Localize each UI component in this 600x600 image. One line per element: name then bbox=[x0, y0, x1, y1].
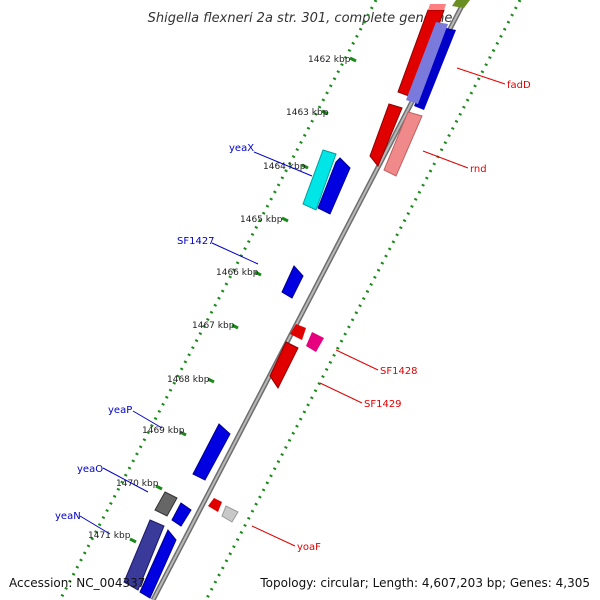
label-SF1428[interactable]: SF1428 bbox=[380, 366, 418, 377]
gene-yeaO-arrow[interactable] bbox=[171, 502, 192, 527]
gene-fadD-partner[interactable] bbox=[414, 28, 456, 110]
gene-yeaO-box[interactable] bbox=[154, 491, 178, 517]
inner-dotted-track bbox=[204, 0, 522, 600]
label-SF1427[interactable]: SF1427 bbox=[177, 236, 215, 247]
gene-SF1429-arrow[interactable] bbox=[269, 341, 299, 389]
accession-text: Accession: NC_004337 bbox=[9, 576, 145, 590]
label-yeaO[interactable]: yeaO bbox=[77, 464, 103, 475]
tick-label-1467: 1467 kbp bbox=[192, 321, 235, 331]
label-rnd[interactable]: rnd bbox=[470, 164, 487, 175]
gene-yeaP-arrow[interactable] bbox=[192, 423, 231, 481]
gene-yeaX-arrow[interactable] bbox=[317, 157, 351, 215]
tick-label-1471: 1471 kbp bbox=[88, 531, 131, 541]
tick-label-1464: 1464 kbp bbox=[263, 162, 306, 172]
tick-label-1470: 1470 kbp bbox=[116, 479, 159, 489]
tick-marks bbox=[129, 56, 357, 544]
genome-title: Shigella flexneri 2a str. 301, complete … bbox=[148, 11, 453, 26]
label-yoaF[interactable]: yoaF bbox=[297, 542, 321, 553]
tick-label-1468: 1468 kbp bbox=[167, 375, 210, 385]
label-leaders bbox=[79, 67, 506, 547]
gene-rnd-partner[interactable] bbox=[383, 111, 423, 177]
forward-strand-genes bbox=[123, 149, 351, 599]
genome-summary-text: Topology: circular; Length: 4,607,203 bp… bbox=[259, 576, 590, 590]
gene-labels: fadD rnd yeaX SF1427 SF1428 SF1429 yeaP … bbox=[55, 80, 531, 553]
gene-SF1427-arrow[interactable] bbox=[281, 265, 304, 299]
gene-rnd-arrow[interactable] bbox=[369, 103, 403, 167]
tick-label-1469: 1469 kbp bbox=[142, 426, 185, 436]
label-fadD[interactable]: fadD bbox=[507, 80, 531, 91]
gene-yeaN-arrow[interactable] bbox=[139, 529, 177, 599]
gene-SF1428-arrow[interactable] bbox=[290, 324, 306, 340]
kbp-labels: 1462 kbp 1463 kbp 1464 kbp 1465 kbp 1466… bbox=[88, 55, 351, 541]
tick-label-1465: 1465 kbp bbox=[240, 215, 283, 225]
label-SF1429[interactable]: SF1429 bbox=[364, 399, 402, 410]
tick-label-1466: 1466 kbp bbox=[216, 268, 259, 278]
gene-yoaF-arrow[interactable] bbox=[208, 498, 222, 512]
reverse-strand-genes bbox=[208, 0, 470, 523]
gene-SF1428-box[interactable] bbox=[306, 332, 324, 352]
label-yeaP[interactable]: yeaP bbox=[108, 405, 132, 416]
gene-yoaF-box[interactable] bbox=[221, 505, 239, 523]
gene-yeaX-box[interactable] bbox=[302, 149, 337, 211]
label-yeaX[interactable]: yeaX bbox=[229, 143, 254, 154]
tick-label-1463: 1463 kbp bbox=[286, 108, 329, 118]
gene-yeaN-box[interactable] bbox=[123, 519, 165, 591]
tick-label-1462: 1462 kbp bbox=[308, 55, 351, 65]
label-yeaN[interactable]: yeaN bbox=[55, 511, 81, 522]
outer-dotted-track bbox=[58, 0, 378, 600]
